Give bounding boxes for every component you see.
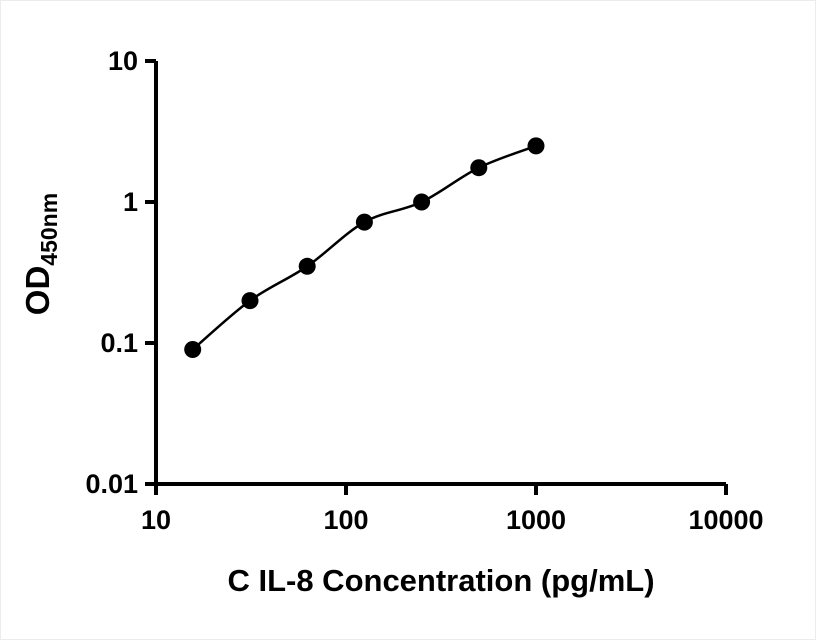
x-tick-label: 10000 xyxy=(688,505,763,535)
data-point xyxy=(298,257,316,275)
data-point xyxy=(355,213,373,231)
x-tick-label: 100 xyxy=(323,505,368,535)
axes-frame xyxy=(154,61,726,486)
x-tick-label: 1000 xyxy=(506,505,566,535)
data-point xyxy=(184,341,202,358)
x-tick-label: 10 xyxy=(141,505,171,535)
data-point xyxy=(527,137,545,155)
fit-curve xyxy=(191,144,537,351)
x-axis-title: C IL-8 Concentration (pg/mL) xyxy=(227,563,654,598)
y-axis-title-sub: 450nm xyxy=(36,193,62,266)
y-tick-label: 10 xyxy=(108,46,138,76)
data-point xyxy=(241,292,259,310)
data-point xyxy=(470,159,488,177)
y-tick-label: 1 xyxy=(123,187,138,217)
data-point xyxy=(413,193,431,211)
y-tick-label: 0.01 xyxy=(85,469,138,499)
y-tick-label: 0.1 xyxy=(100,328,138,358)
y-axis-title: OD450nm xyxy=(19,193,62,315)
y-axis-title-main: OD xyxy=(19,266,56,316)
